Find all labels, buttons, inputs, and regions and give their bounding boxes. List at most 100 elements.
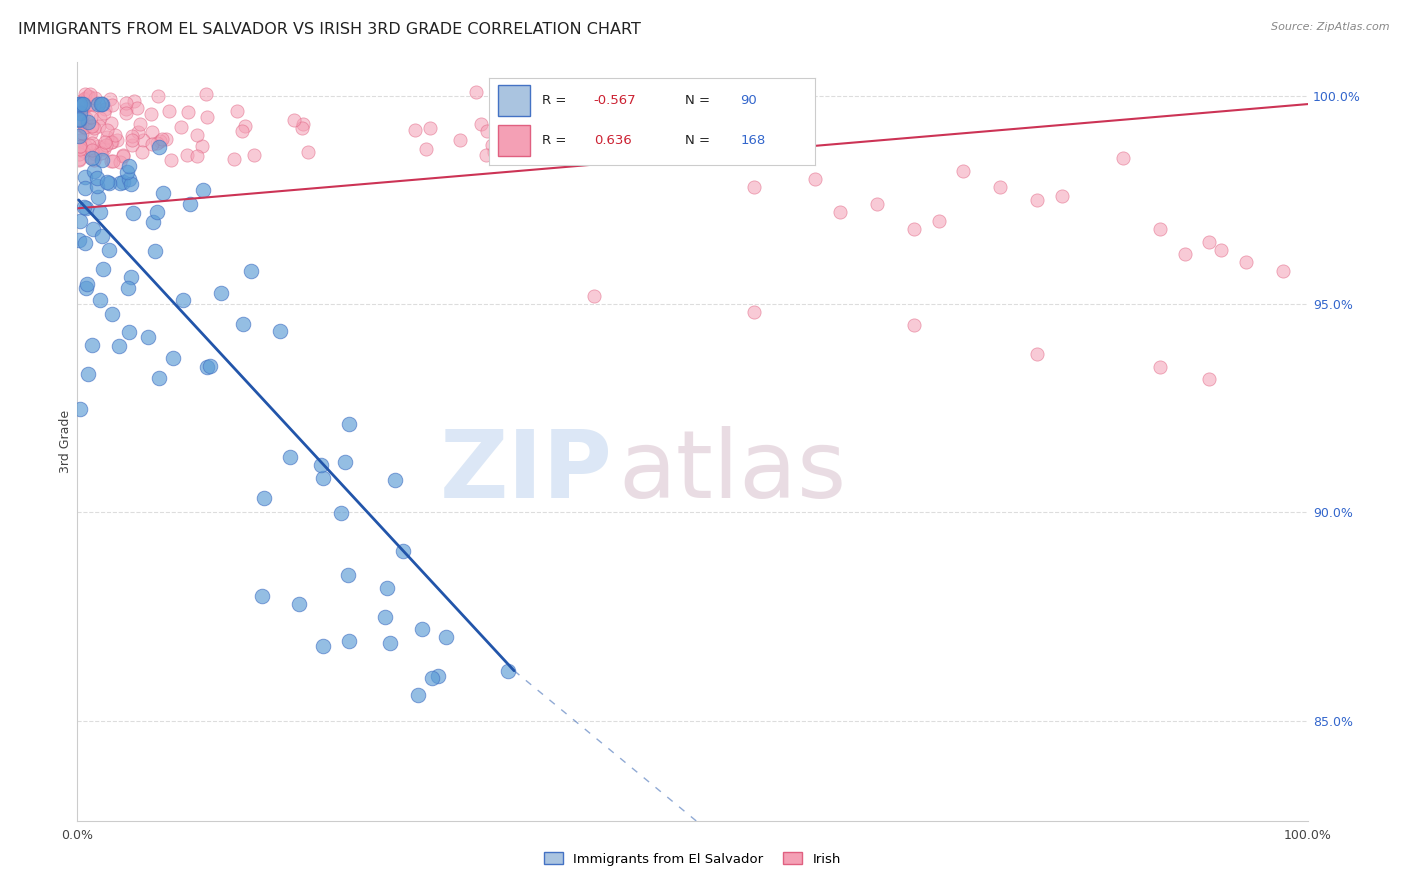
Point: [186, 149, 208, 163]
Point: [67, 117, 90, 131]
Point: [339, 634, 361, 648]
Point: [98, 243, 121, 257]
Point: [90, 153, 112, 167]
Point: [114, 96, 136, 111]
Point: [77, 115, 100, 129]
Point: [427, 669, 450, 683]
Point: [592, 136, 614, 151]
Point: [100, 308, 122, 322]
Point: [136, 329, 159, 343]
Point: [496, 664, 519, 678]
Point: [121, 137, 143, 152]
Point: [143, 244, 166, 259]
Point: [94, 102, 117, 116]
Point: [75, 98, 97, 112]
Point: [172, 293, 194, 307]
Point: [70, 97, 93, 112]
Point: [73, 137, 96, 152]
Point: [80, 143, 103, 157]
Point: [83, 98, 105, 112]
Point: [149, 134, 172, 148]
Point: [69, 138, 91, 153]
Point: [179, 197, 201, 211]
Point: [312, 639, 335, 653]
Point: [89, 293, 111, 307]
Point: [132, 133, 155, 147]
Point: [329, 506, 352, 520]
Point: [195, 359, 218, 374]
Point: [231, 124, 253, 138]
Point: [742, 305, 765, 319]
Point: [157, 103, 180, 118]
Point: [176, 147, 198, 161]
Point: [170, 120, 193, 135]
Point: [1149, 359, 1171, 374]
Point: [121, 206, 143, 220]
Point: [93, 105, 115, 120]
Point: [186, 128, 208, 143]
Point: [177, 104, 200, 119]
Point: [75, 120, 97, 134]
Point: [91, 261, 114, 276]
Point: [804, 172, 827, 186]
Point: [69, 142, 91, 156]
Point: [160, 153, 183, 167]
Point: [903, 222, 925, 236]
Point: [830, 205, 852, 219]
Point: [583, 289, 606, 303]
Point: [406, 688, 429, 702]
Point: [531, 105, 554, 120]
Point: [114, 106, 136, 120]
Point: [75, 120, 97, 134]
Point: [111, 149, 134, 163]
Point: [67, 152, 90, 166]
Text: Source: ZipAtlas.com: Source: ZipAtlas.com: [1271, 22, 1389, 32]
Point: [419, 121, 441, 136]
Point: [141, 125, 163, 139]
Point: [1234, 255, 1257, 269]
Point: [240, 264, 263, 278]
Point: [1174, 247, 1197, 261]
Point: [404, 122, 426, 136]
Point: [117, 281, 139, 295]
Point: [637, 123, 659, 137]
Point: [233, 120, 256, 134]
Point: [292, 117, 315, 131]
Point: [195, 111, 218, 125]
Point: [411, 622, 433, 636]
Point: [146, 136, 169, 150]
Point: [104, 128, 127, 142]
Legend: Immigrants from El Salvador, Irish: Immigrants from El Salvador, Irish: [538, 847, 846, 871]
Point: [75, 201, 97, 215]
Point: [67, 233, 90, 247]
Point: [209, 286, 232, 301]
Point: [87, 97, 110, 112]
Point: [146, 205, 169, 219]
Point: [101, 135, 124, 149]
Point: [519, 141, 541, 155]
Point: [72, 101, 94, 115]
Point: [512, 118, 534, 132]
Point: [91, 139, 114, 153]
Point: [96, 123, 118, 137]
Point: [75, 111, 97, 125]
Point: [70, 126, 93, 140]
Point: [96, 175, 118, 189]
Point: [69, 112, 91, 127]
Point: [80, 110, 103, 124]
Point: [96, 129, 118, 144]
Point: [69, 97, 91, 112]
Point: [481, 138, 503, 153]
Point: [191, 183, 214, 197]
Point: [121, 129, 143, 144]
Point: [131, 145, 153, 160]
Point: [742, 180, 765, 194]
Point: [73, 87, 96, 101]
Point: [574, 123, 596, 137]
Point: [250, 589, 273, 603]
Point: [224, 153, 246, 167]
Point: [150, 132, 173, 146]
Point: [198, 359, 221, 373]
Point: [141, 137, 163, 152]
Point: [118, 172, 141, 186]
